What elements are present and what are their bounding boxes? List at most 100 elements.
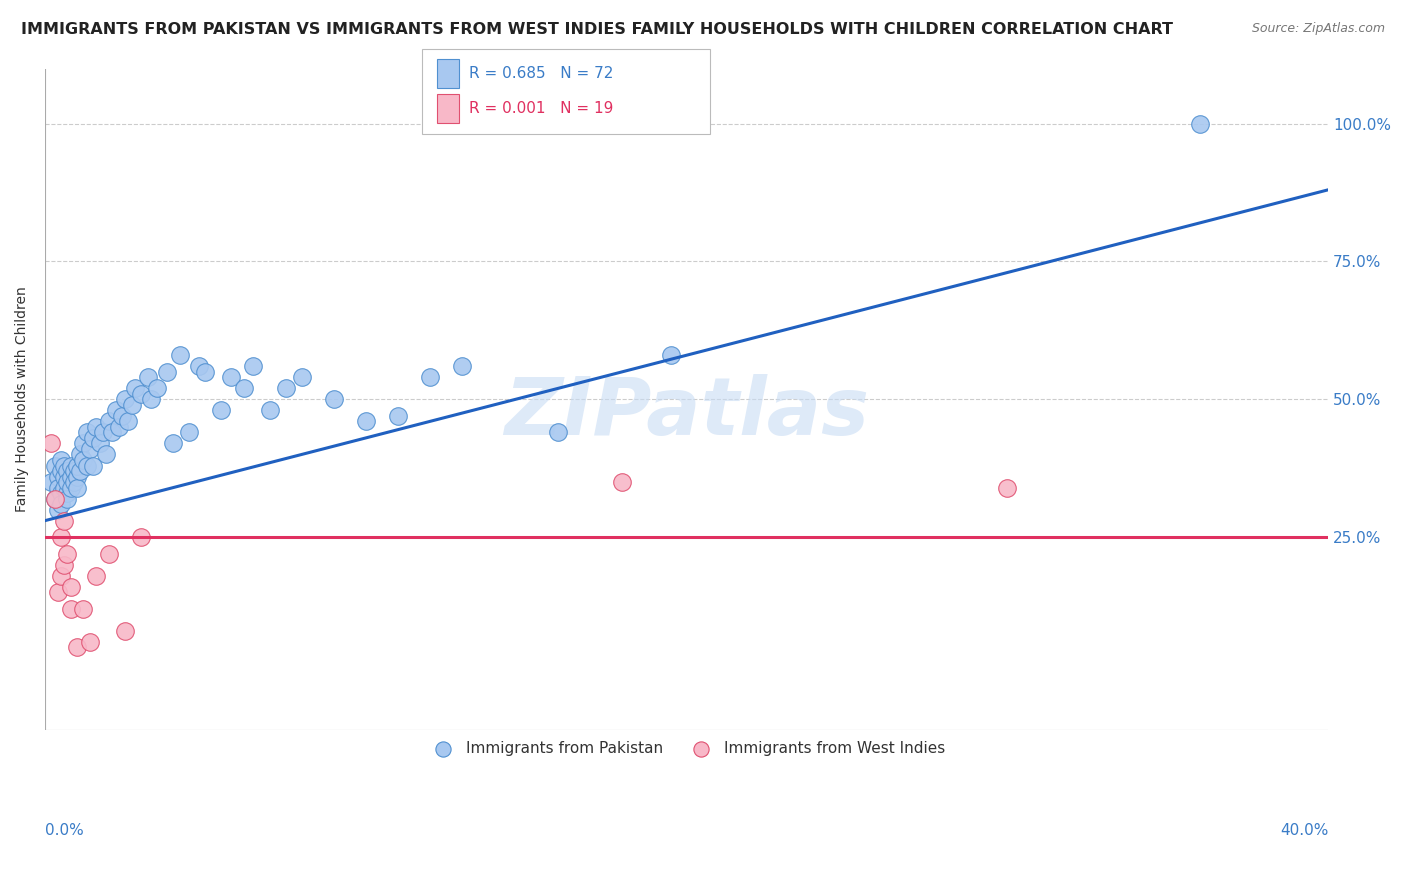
Point xyxy=(117,414,139,428)
Point xyxy=(56,464,79,478)
Point xyxy=(156,365,179,379)
Point xyxy=(44,458,66,473)
Point xyxy=(59,458,82,473)
Point xyxy=(69,464,91,478)
Point xyxy=(56,491,79,506)
Point xyxy=(46,481,69,495)
Point xyxy=(98,414,121,428)
Text: IMMIGRANTS FROM PAKISTAN VS IMMIGRANTS FROM WEST INDIES FAMILY HOUSEHOLDS WITH C: IMMIGRANTS FROM PAKISTAN VS IMMIGRANTS F… xyxy=(21,22,1173,37)
Point xyxy=(114,392,136,407)
Point xyxy=(91,425,114,440)
Point xyxy=(114,624,136,638)
Point xyxy=(136,370,159,384)
Point xyxy=(547,425,569,440)
Point xyxy=(49,530,72,544)
Point xyxy=(72,453,94,467)
Point xyxy=(49,464,72,478)
Point xyxy=(41,436,63,450)
Point xyxy=(209,403,232,417)
Point xyxy=(354,414,377,428)
Point xyxy=(53,481,76,495)
Point xyxy=(124,381,146,395)
Point xyxy=(146,381,169,395)
Point xyxy=(44,491,66,506)
Point xyxy=(56,475,79,489)
Point xyxy=(46,502,69,516)
Text: Source: ZipAtlas.com: Source: ZipAtlas.com xyxy=(1251,22,1385,36)
Point xyxy=(53,514,76,528)
Point xyxy=(291,370,314,384)
Point xyxy=(169,348,191,362)
Point xyxy=(179,425,201,440)
Text: R = 0.685   N = 72: R = 0.685 N = 72 xyxy=(468,66,613,81)
Point xyxy=(121,398,143,412)
Point xyxy=(76,458,98,473)
Point xyxy=(242,359,264,374)
Text: R = 0.001   N = 19: R = 0.001 N = 19 xyxy=(468,102,613,116)
Point xyxy=(72,436,94,450)
Point xyxy=(322,392,344,407)
Point xyxy=(995,481,1018,495)
Point xyxy=(44,491,66,506)
Point xyxy=(94,448,117,462)
Point xyxy=(259,403,281,417)
Point xyxy=(49,486,72,500)
Point xyxy=(659,348,682,362)
Point xyxy=(59,580,82,594)
Point xyxy=(107,420,129,434)
Text: 0.0%: 0.0% xyxy=(45,822,84,838)
Point xyxy=(66,458,89,473)
Point xyxy=(69,448,91,462)
Point xyxy=(98,547,121,561)
Point xyxy=(46,585,69,599)
Point xyxy=(194,365,217,379)
Point xyxy=(79,442,101,456)
Point xyxy=(84,420,107,434)
Point xyxy=(72,602,94,616)
Point xyxy=(82,458,104,473)
Point xyxy=(56,486,79,500)
Point xyxy=(1188,117,1211,131)
Point xyxy=(139,392,162,407)
Point xyxy=(56,547,79,561)
Point xyxy=(53,458,76,473)
Point xyxy=(53,469,76,483)
Point xyxy=(111,409,134,423)
Point xyxy=(129,530,152,544)
Point xyxy=(232,381,254,395)
Point xyxy=(59,481,82,495)
Point xyxy=(46,469,69,483)
Point xyxy=(419,370,441,384)
Point xyxy=(59,602,82,616)
Point xyxy=(387,409,409,423)
Point xyxy=(104,403,127,417)
Point xyxy=(59,469,82,483)
Point xyxy=(274,381,297,395)
Point xyxy=(53,558,76,572)
Point xyxy=(162,436,184,450)
Point xyxy=(66,481,89,495)
Text: ZIPatlas: ZIPatlas xyxy=(505,374,869,451)
Point xyxy=(63,464,86,478)
Point xyxy=(41,475,63,489)
Point xyxy=(612,475,634,489)
Text: 40.0%: 40.0% xyxy=(1279,822,1329,838)
Point xyxy=(49,453,72,467)
Point xyxy=(101,425,124,440)
Point xyxy=(129,387,152,401)
Y-axis label: Family Households with Children: Family Households with Children xyxy=(15,286,30,512)
Point xyxy=(76,425,98,440)
Legend: Immigrants from Pakistan, Immigrants from West Indies: Immigrants from Pakistan, Immigrants fro… xyxy=(422,735,952,763)
Point xyxy=(84,568,107,582)
Point xyxy=(49,568,72,582)
Point xyxy=(219,370,242,384)
Point xyxy=(63,475,86,489)
Point xyxy=(49,497,72,511)
Point xyxy=(82,431,104,445)
Point xyxy=(79,635,101,649)
Point xyxy=(89,436,111,450)
Point xyxy=(66,640,89,655)
Point xyxy=(451,359,474,374)
Point xyxy=(66,469,89,483)
Point xyxy=(188,359,211,374)
